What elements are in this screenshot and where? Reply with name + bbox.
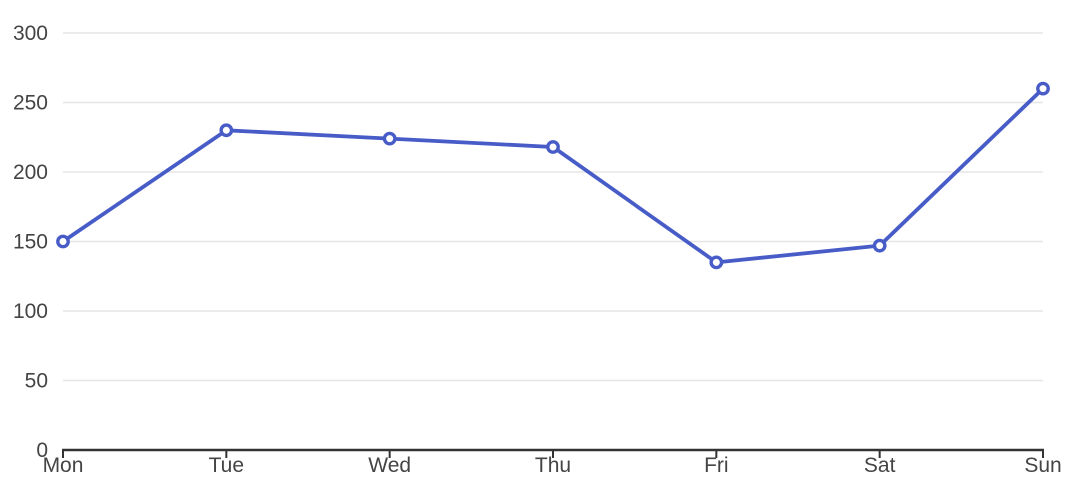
series-line — [61, 86, 1045, 265]
y-axis-tick-label: 300 — [13, 22, 48, 45]
data-point-marker[interactable] — [546, 140, 560, 154]
x-axis-tick-label: Sat — [864, 454, 896, 477]
x-axis-tick-label: Sun — [1024, 454, 1061, 477]
y-axis-tick-label: 150 — [13, 231, 48, 254]
data-point-marker[interactable] — [709, 255, 724, 270]
y-axis-tick-label: 250 — [13, 92, 48, 115]
data-point-marker[interactable] — [56, 234, 70, 249]
x-axis-tick-label: Mon — [43, 454, 84, 477]
x-axis-tick-label: Fri — [704, 454, 729, 477]
x-axis-tick-label: Wed — [368, 454, 411, 477]
y-axis-tick-label: 50 — [25, 370, 48, 393]
y-axis-tick-label: 200 — [13, 161, 48, 184]
data-point-marker[interactable] — [872, 238, 887, 253]
data-point-marker[interactable] — [219, 123, 234, 138]
y-axis-tick-label: 100 — [13, 300, 48, 323]
y-axis-tick-label: 0 — [36, 439, 48, 462]
x-axis-tick-label: Tue — [209, 454, 244, 477]
data-point-marker[interactable] — [382, 131, 397, 146]
data-point-marker[interactable] — [1036, 81, 1050, 96]
x-axis-tick-label: Thu — [535, 454, 571, 477]
